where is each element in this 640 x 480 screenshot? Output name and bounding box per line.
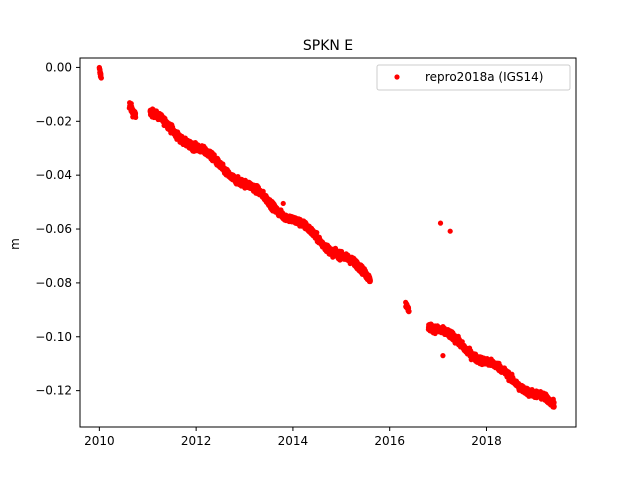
- data-point: [133, 114, 139, 120]
- legend-label: repro2018a (IGS14): [425, 70, 543, 84]
- y-axis-label: m: [8, 238, 22, 250]
- data-point: [551, 399, 557, 406]
- data-point: [96, 64, 102, 71]
- data-point: [440, 353, 446, 359]
- data-point: [367, 277, 373, 284]
- y-tick-label: −0.10: [35, 330, 72, 344]
- legend-box: [376, 64, 571, 91]
- data-point: [280, 200, 286, 207]
- y-tick-label: −0.04: [35, 168, 72, 182]
- legend: repro2018a (IGS14): [376, 64, 571, 91]
- y-tick-label: −0.02: [35, 114, 72, 128]
- y-tick-label: −0.06: [35, 222, 72, 236]
- x-tick-label: 2010: [84, 434, 115, 448]
- y-tick-label: −0.12: [35, 384, 72, 398]
- y-tick-label: −0.08: [35, 276, 72, 290]
- data-point: [98, 75, 104, 81]
- data-point: [132, 110, 139, 116]
- y-tick-label: 0.00: [45, 60, 72, 74]
- data-point: [406, 308, 412, 314]
- x-tick-label: 2016: [374, 434, 405, 448]
- scatter-points: [96, 64, 557, 410]
- data-point: [551, 403, 557, 410]
- chart-title: SPKN E: [303, 38, 353, 54]
- x-tick-label: 2012: [181, 434, 212, 448]
- axis-ticks: 2010 2012 2014 2016 2018 0.00 −0.02 −0.04 −0.06 −…: [35, 60, 502, 448]
- x-tick-label: 2018: [471, 434, 502, 448]
- plot-area-frame: [79, 57, 577, 428]
- legend-marker: [394, 74, 400, 80]
- data-point: [447, 228, 453, 234]
- x-tick-label: 2014: [278, 434, 309, 448]
- data-point: [437, 220, 444, 226]
